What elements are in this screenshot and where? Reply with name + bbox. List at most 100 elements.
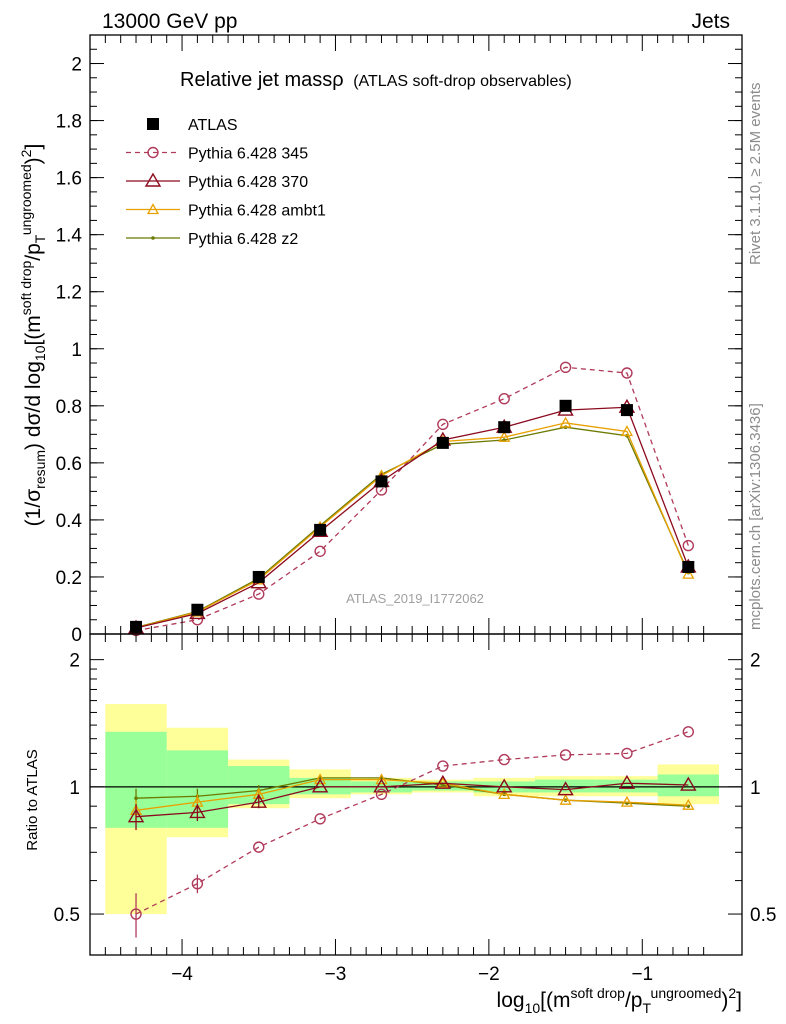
ratio-series-pythia-6-428-345 [130, 726, 695, 938]
ratio-series-point [557, 781, 574, 796]
ratio-series-point [441, 783, 445, 787]
x-tick-label: −4 [171, 964, 193, 985]
ratio-series-point [620, 795, 634, 807]
ratio-y-tick-label-right: 2 [750, 651, 761, 672]
ratio-series-point [314, 813, 326, 825]
legend: ATLAS Pythia 6.428 345 Pythia 6.428 370 Pyt… [126, 117, 326, 248]
ratio-series-point [559, 793, 572, 805]
main-series-layer [127, 361, 697, 637]
x-tick-label: −3 [325, 964, 347, 985]
main-series-point [498, 421, 511, 434]
main-y-tick-label: 1.8 [56, 112, 82, 133]
main-series-point [437, 418, 449, 431]
main-series-point [559, 361, 572, 374]
ratio-series-pythia-6-428-370 [127, 774, 697, 831]
ratio-band-green [596, 779, 658, 793]
main-series-point [314, 523, 327, 536]
header-left: 13000 GeV pp [102, 10, 237, 33]
header-right: Jets [691, 10, 730, 33]
ratio-series-point [314, 773, 327, 785]
main-y-tick-label: 0.4 [56, 511, 83, 532]
ratio-series-point [375, 773, 388, 785]
legend-label: Pythia 6.428 345 [188, 146, 308, 163]
main-y-tick-label: 1.4 [56, 226, 83, 247]
legend-item: Pythia 6.428 ambt1 [126, 203, 326, 220]
legend-marker [151, 236, 155, 240]
ratio-series-pythia-6-428-ambt1 [129, 773, 695, 822]
main-series-point [620, 425, 634, 437]
ratio-series-point [618, 774, 636, 789]
ratio-y-tick-label-right: 1 [750, 778, 761, 799]
ratio-series-point [621, 747, 633, 760]
ratio-series-point [134, 796, 138, 801]
legend-marker [147, 118, 159, 130]
main-series-point [620, 404, 633, 417]
main-y-tick-label: 0.8 [56, 397, 82, 418]
ratio-series-point [191, 877, 204, 890]
main-series-point [436, 436, 449, 449]
ratio-series-point [680, 776, 697, 791]
legend-item: Pythia 6.428 370 [126, 172, 308, 191]
main-series-point [498, 430, 511, 442]
x-axis-label: log10[(msoft drop/pTungroomed)2] [497, 985, 742, 1016]
main-series-point [621, 367, 633, 379]
ratio-uncertainty-bands [90, 704, 742, 915]
ratio-series-point [682, 798, 695, 810]
ratio-series-line [135, 779, 689, 811]
axes-layer: 0 0.2 0.4 0.6 0.8 1 1.2 1.4 1.6 1.8 2 −4 −3 −2 −1 0.5 0.… [54, 34, 776, 985]
main-series-point [682, 567, 695, 579]
x-tick-label: −2 [478, 964, 500, 985]
ratio-band-green [657, 774, 719, 797]
ratio-series-point [498, 753, 510, 766]
chart-title: Relative jet massρ (ATLAS soft-drop obse… [180, 69, 572, 91]
main-series-point [682, 560, 695, 573]
main-series-point [682, 539, 695, 552]
main-y-tick-label: 1.2 [56, 283, 82, 304]
main-series-point [314, 545, 326, 557]
main-series-line [135, 422, 689, 629]
legend-label: Pythia 6.428 ambt1 [188, 203, 326, 220]
chart-title-main: Relative jet massρ [180, 69, 344, 91]
x-tick-label: −1 [631, 964, 653, 985]
main-series-point [375, 475, 388, 488]
ratio-series-point [373, 778, 390, 793]
main-series-point [252, 570, 265, 583]
ratio-y-tick-label: 0.5 [54, 905, 80, 926]
ratio-series-point [559, 749, 572, 761]
main-series-point [253, 588, 265, 600]
main-y-tick-label: 1 [71, 340, 82, 361]
ratio-y-axis-label: Ratio to ATLAS [24, 749, 41, 850]
ratio-y-tick-label-right: 0.5 [750, 905, 776, 926]
legend-marker [147, 146, 159, 159]
ratio-plot-frame [89, 633, 743, 956]
ratio-series-point [434, 774, 452, 789]
legend-marker [144, 172, 162, 187]
legend-marker [146, 203, 160, 215]
main-series-point [559, 399, 572, 412]
ratio-series-point [130, 908, 142, 920]
main-series-point [559, 416, 572, 428]
rivet-version-label: Rivet 3.1.10, ≥ 2.5M events [747, 83, 764, 266]
ratio-series-point [189, 804, 206, 819]
legend-label: ATLAS [188, 117, 238, 134]
mcplots-label: mcplots.cern.ch [arXiv:1306.3436] [747, 403, 764, 630]
main-y-tick-label: 2 [71, 55, 82, 76]
ratio-series-point [311, 778, 329, 793]
chart-title-sub: (ATLAS soft-drop observables) [353, 73, 571, 90]
legend-item: Pythia 6.428 345 [126, 146, 308, 163]
ratio-series-point [127, 808, 145, 823]
legend-label: Pythia 6.428 370 [188, 174, 308, 191]
legend-item: ATLAS [147, 117, 238, 134]
main-series-atlas [130, 399, 695, 633]
ratio-series-line [135, 731, 689, 915]
ratio-series-point [437, 760, 449, 772]
ratio-series-point [253, 841, 265, 853]
main-y-tick-label: 0 [71, 625, 82, 646]
ratio-series-point [682, 726, 695, 738]
main-series-point [191, 603, 204, 616]
main-y-tick-label: 0.2 [56, 568, 82, 589]
ratio-y-tick-label: 1 [69, 778, 80, 799]
analysis-watermark: ATLAS_2019_I1772062 [346, 591, 484, 606]
ratio-series-point [498, 788, 511, 799]
